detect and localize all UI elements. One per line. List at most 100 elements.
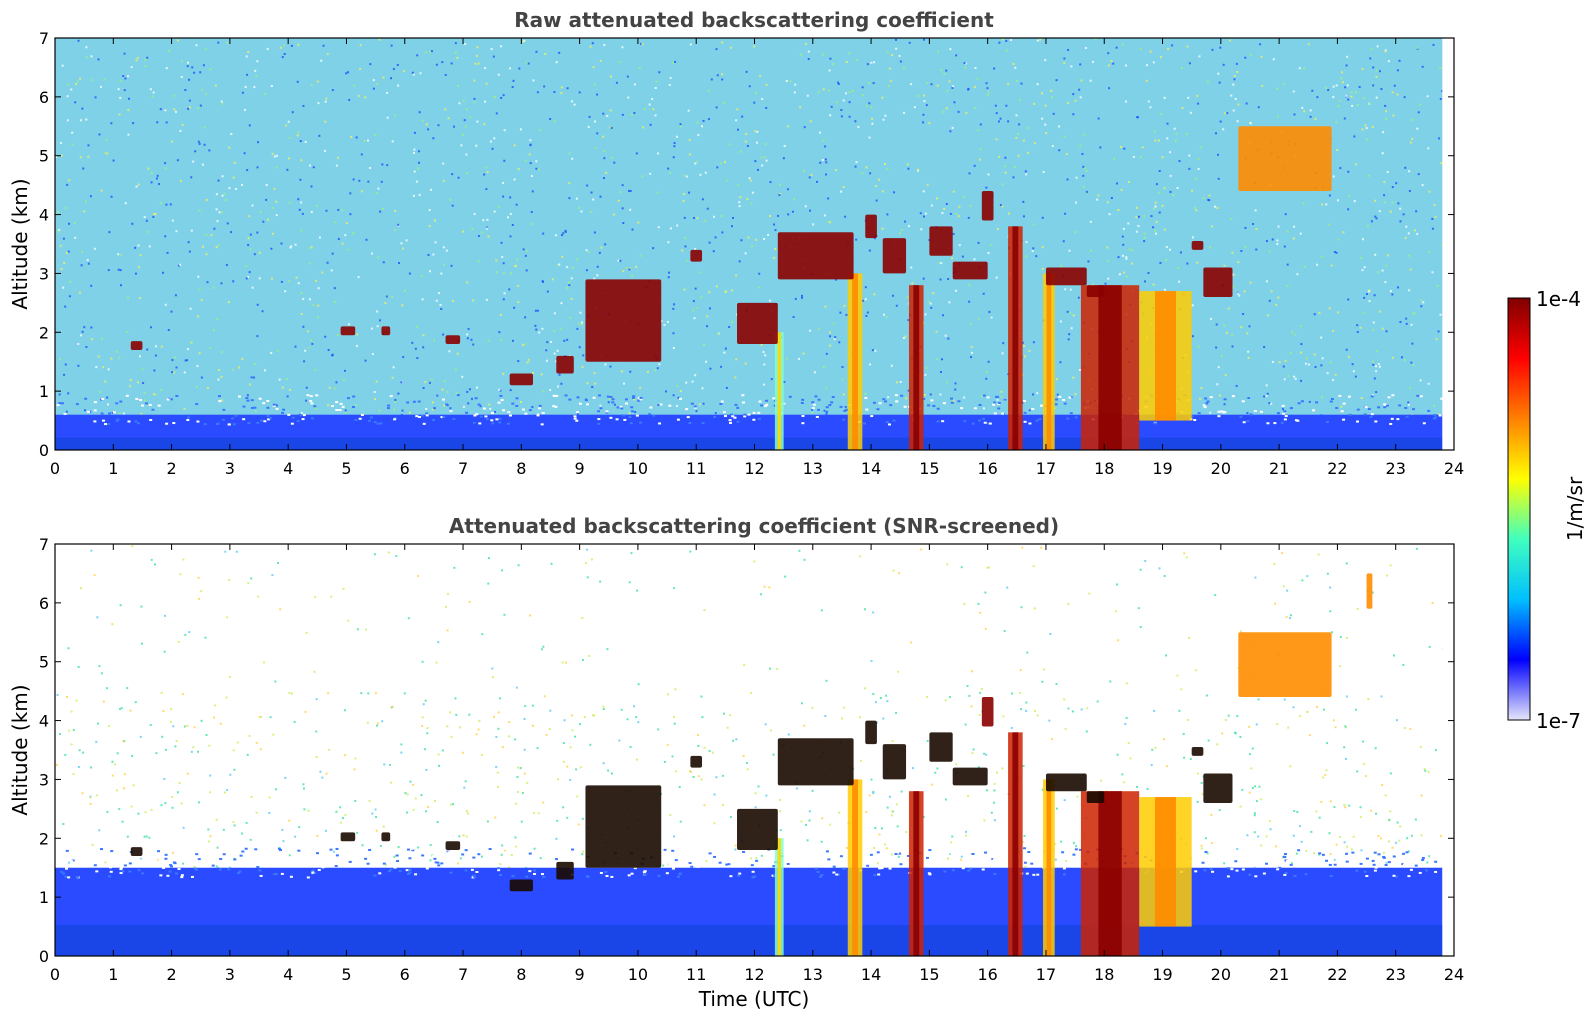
chart-title: Raw attenuated backscattering coefficien… — [514, 8, 994, 32]
cloud-layer — [1045, 267, 1087, 286]
cloud-layer — [882, 744, 907, 780]
colorbar-max-label: 1e-4 — [1536, 287, 1581, 311]
precipitation-core — [1154, 797, 1176, 927]
cloud-layer — [381, 832, 391, 842]
x-tick-label: 4 — [283, 459, 293, 478]
x-tick-label: 23 — [1386, 965, 1406, 984]
x-tick-label: 14 — [861, 459, 881, 478]
precipitation-core — [1046, 779, 1052, 956]
precipitation-core — [852, 779, 858, 956]
x-tick-label: 17 — [1036, 459, 1056, 478]
cloud-layer — [737, 808, 778, 851]
cloud-layer — [690, 755, 703, 768]
y-tick-label: 2 — [39, 829, 49, 848]
precipitation-core — [852, 273, 858, 450]
precipitation-core — [1012, 226, 1019, 450]
x-tick-label: 19 — [1152, 459, 1172, 478]
heatmap-field — [55, 544, 1454, 956]
cloud-layer — [340, 326, 356, 336]
x-tick-label: 6 — [400, 459, 410, 478]
cloud-layer — [1191, 241, 1204, 250]
cloud-layer — [509, 879, 533, 892]
y-tick-label: 6 — [39, 88, 49, 107]
x-tick-label: 21 — [1269, 459, 1289, 478]
cloud-layer — [1238, 632, 1332, 698]
cloud-layer — [981, 697, 994, 727]
heatmap-field — [55, 38, 1454, 450]
cloud-layer — [929, 732, 953, 762]
precipitation-core — [913, 791, 920, 956]
cloud-layer — [445, 841, 461, 851]
x-tick-label: 10 — [628, 459, 648, 478]
chart-title: Attenuated backscattering coefficient (S… — [449, 514, 1059, 538]
cloud-layer — [381, 326, 391, 336]
x-tick-label: 17 — [1036, 965, 1056, 984]
colorbar: 1e-4 1e-7 1/m/sr — [1507, 287, 1587, 733]
cloud-layer — [130, 341, 143, 350]
cloud-layer — [952, 767, 988, 786]
precipitation-core — [777, 838, 782, 956]
y-tick-label: 5 — [39, 147, 49, 166]
x-tick-label: 8 — [516, 459, 526, 478]
x-tick-label: 9 — [575, 459, 585, 478]
surface-layer — [55, 544, 1454, 956]
y-tick-label: 6 — [39, 594, 49, 613]
x-axis: 0 1 2 3 4 5 6 7 8 9 10 11 12 13 14 15 16 17 18 19 20 21 22 23 24 — [50, 38, 1464, 478]
x-tick-label: 16 — [977, 459, 997, 478]
y-tick-label: 5 — [39, 653, 49, 672]
cloud-layer — [737, 302, 778, 345]
x-tick-label: 7 — [458, 459, 468, 478]
y-tick-label: 0 — [39, 441, 49, 460]
precipitation-core — [1012, 732, 1019, 956]
cloud-layer — [777, 232, 854, 280]
cloud-layer — [585, 279, 662, 362]
y-axis: 0 1 2 3 4 5 6 7 — [39, 29, 1454, 460]
x-tick-label: 2 — [166, 459, 176, 478]
cloud-layer — [556, 355, 574, 374]
y-tick-label: 1 — [39, 888, 49, 907]
x-tick-label: 20 — [1211, 459, 1231, 478]
cloud-layer — [130, 847, 143, 856]
colorbar-min-label: 1e-7 — [1536, 709, 1581, 733]
cloud-layer — [1203, 267, 1233, 297]
x-tick-label: 15 — [919, 965, 939, 984]
x-tick-label: 22 — [1327, 459, 1347, 478]
precipitation-core — [1098, 285, 1122, 450]
y-tick-label: 3 — [39, 264, 49, 283]
background-field — [55, 38, 1454, 450]
x-tick-label: 12 — [744, 965, 764, 984]
precipitation-core — [777, 332, 782, 450]
x-tick-label: 3 — [225, 965, 235, 984]
precipitation-core — [1098, 791, 1122, 956]
cloud-layer — [1086, 791, 1105, 803]
x-tick-label: 18 — [1094, 459, 1114, 478]
x-tick-label: 15 — [919, 459, 939, 478]
x-tick-label: 1 — [108, 459, 118, 478]
cloud-layer — [509, 373, 533, 386]
x-tick-label: 13 — [803, 459, 823, 478]
cloud-layer — [556, 861, 574, 880]
colorbar-unit-label: 1/m/sr — [1563, 476, 1587, 541]
cloud-layer — [1045, 773, 1087, 792]
y-tick-label: 7 — [39, 535, 49, 554]
x-tick-label: 5 — [341, 965, 351, 984]
x-axis-label: Time (UTC) — [698, 987, 810, 1011]
panel-raw: Raw attenuated backscattering coefficien… — [8, 8, 1464, 478]
noise-texture — [55, 38, 1444, 450]
x-tick-label: 14 — [861, 965, 881, 984]
cloud-layer — [865, 720, 877, 745]
cloud-layer — [445, 335, 461, 345]
x-tick-label: 22 — [1327, 965, 1347, 984]
y-axis-label: Altitude (km) — [8, 178, 32, 309]
x-tick-label: 3 — [225, 459, 235, 478]
y-tick-label: 0 — [39, 947, 49, 966]
y-tick-label: 4 — [39, 206, 49, 225]
x-tick-label: 0 — [50, 459, 60, 478]
x-tick-label: 13 — [803, 965, 823, 984]
cloud-layer — [952, 261, 988, 280]
x-tick-label: 8 — [516, 965, 526, 984]
y-tick-label: 3 — [39, 770, 49, 789]
x-tick-label: 11 — [686, 459, 706, 478]
cloud-layer — [981, 191, 994, 221]
cloud-layer — [1086, 285, 1105, 297]
